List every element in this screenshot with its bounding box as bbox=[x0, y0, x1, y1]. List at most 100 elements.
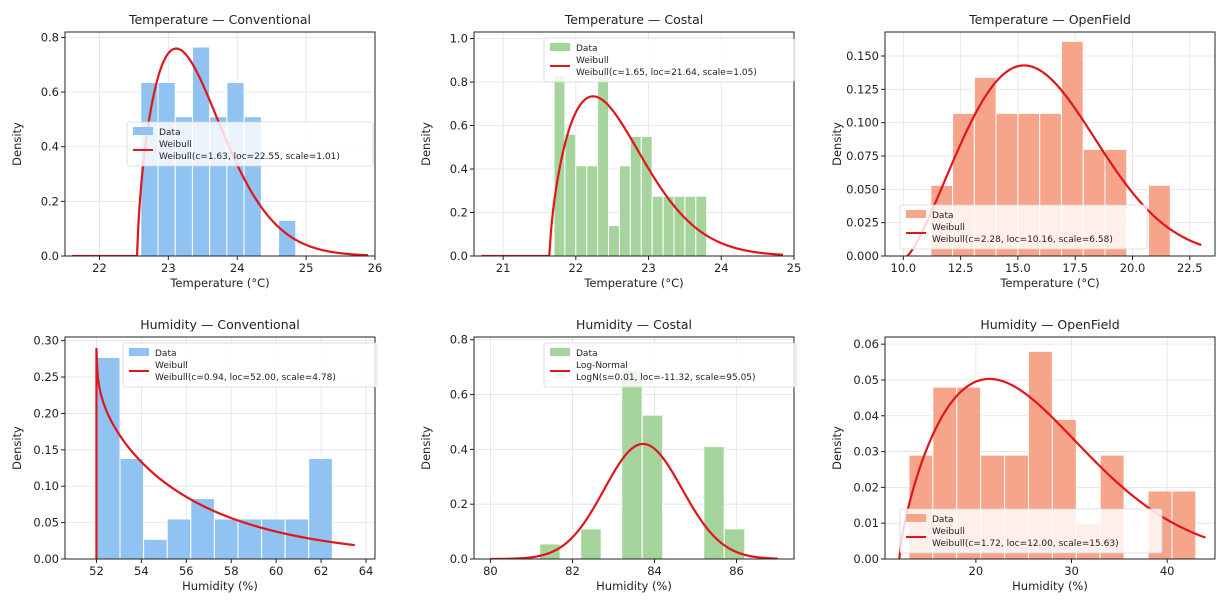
x-tick-label: 54 bbox=[134, 564, 149, 578]
legend-label-fit: Weibull bbox=[155, 361, 188, 371]
y-axis-label: Density bbox=[10, 426, 24, 470]
legend: Data Weibull Weibull(c=2.28, loc=10.16, sc… bbox=[899, 204, 1148, 250]
x-tick-label: 15.0 bbox=[1005, 261, 1031, 275]
y-tick-label: 0.00 bbox=[33, 552, 59, 566]
x-tick-label: 24 bbox=[714, 261, 729, 275]
y-tick-label: 0.000 bbox=[846, 249, 879, 263]
x-tick-label: 23 bbox=[641, 261, 656, 275]
chart-title: Humidity — Costal bbox=[576, 317, 692, 332]
y-tick-label: 0.4 bbox=[41, 140, 59, 154]
y-tick-label: 0.2 bbox=[450, 497, 468, 511]
y-tick-label: 0.025 bbox=[846, 216, 879, 230]
axes-frame bbox=[64, 31, 376, 257]
x-tick-label: 30 bbox=[1064, 564, 1079, 578]
legend-label-fit: Weibull bbox=[159, 140, 192, 150]
x-axis-label: Temperature (°C) bbox=[999, 276, 1099, 290]
x-axis-label: Humidity (%) bbox=[182, 579, 258, 593]
y-tick-label: 0.6 bbox=[41, 85, 59, 99]
x-tick-label: 56 bbox=[179, 564, 194, 578]
y-tick-label: 0.02 bbox=[853, 480, 879, 494]
y-tick-label: 0.01 bbox=[853, 516, 879, 530]
x-axis-label: Humidity (%) bbox=[596, 579, 672, 593]
y-tick-label: 0.075 bbox=[846, 149, 879, 163]
legend: Data Log-Normal LogN(s=0.01, loc=-11.32, s… bbox=[543, 342, 797, 388]
y-tick-label: 0.150 bbox=[846, 49, 879, 63]
legend-label-data: Data bbox=[159, 128, 181, 138]
y-tick-label: 0.8 bbox=[450, 333, 468, 347]
x-tick-label: 80 bbox=[483, 564, 498, 578]
x-axis-label: Temperature (°C) bbox=[169, 276, 269, 290]
x-axis-label: Humidity (%) bbox=[1012, 579, 1088, 593]
y-tick-label: 0.10 bbox=[33, 479, 59, 493]
fit-curve bbox=[906, 64, 1202, 256]
legend: Data Weibull Weibull(c=1.63, loc=22.55, sc… bbox=[126, 121, 374, 167]
x-tick-label: 82 bbox=[565, 564, 580, 578]
legend-label-fit-params: Weibull(c=1.72, loc=12.00, scale=15.63) bbox=[932, 539, 1119, 549]
x-tick-label: 40 bbox=[1160, 564, 1175, 578]
y-tick-label: 0.04 bbox=[853, 409, 879, 423]
y-tick-label: 0.8 bbox=[450, 75, 468, 89]
chart-title: Temperature — Costal bbox=[564, 12, 704, 27]
x-tick-label: 10.0 bbox=[891, 261, 917, 275]
y-tick-label: 0.0 bbox=[450, 249, 468, 263]
chart-title: Temperature — OpenField bbox=[968, 12, 1131, 27]
x-tick-label: 25 bbox=[299, 261, 314, 275]
fit-curve bbox=[95, 347, 355, 559]
y-tick-label: 0.00 bbox=[853, 552, 879, 566]
y-tick-label: 0.30 bbox=[33, 334, 59, 348]
legend-box bbox=[126, 121, 374, 167]
y-tick-label: 0.2 bbox=[41, 194, 59, 208]
y-tick-label: 0.125 bbox=[846, 82, 879, 96]
chart-title: Temperature — Conventional bbox=[128, 12, 311, 27]
x-tick-label: 22.5 bbox=[1177, 261, 1203, 275]
chart-title: Humidity — Conventional bbox=[140, 317, 300, 332]
legend-swatch-data bbox=[550, 43, 570, 51]
x-axis-label: Temperature (°C) bbox=[583, 276, 683, 290]
x-tick-label: 64 bbox=[359, 564, 374, 578]
y-tick-label: 0.20 bbox=[33, 406, 59, 420]
y-axis-label: Density bbox=[419, 426, 433, 470]
legend-label-fit: Weibull bbox=[932, 527, 965, 537]
legend-label-fit-params: Weibull(c=1.63, loc=22.55, scale=1.01) bbox=[159, 152, 340, 162]
legend-label-data: Data bbox=[576, 349, 598, 359]
legend-swatch-data bbox=[550, 348, 570, 356]
chart-title: Humidity — OpenField bbox=[980, 317, 1119, 332]
x-tick-label: 20.0 bbox=[1120, 261, 1146, 275]
legend-label-fit: Log-Normal bbox=[576, 361, 628, 371]
legend-label-fit-params: Weibull(c=1.65, loc=21.64, scale=1.05) bbox=[576, 68, 757, 78]
legend-label-fit-params: Weibull(c=0.94, loc=52.00, scale=4.78) bbox=[155, 373, 336, 383]
fit-curve bbox=[490, 442, 778, 559]
legend-swatch-data bbox=[129, 348, 149, 356]
x-tick-label: 84 bbox=[647, 564, 662, 578]
y-tick-label: 1.0 bbox=[450, 32, 468, 46]
x-tick-label: 17.5 bbox=[1062, 261, 1088, 275]
legend: Data Weibull Weibull(c=1.65, loc=21.64, sc… bbox=[543, 37, 795, 83]
legend-swatch-data bbox=[133, 127, 153, 135]
y-axis-label: Density bbox=[419, 122, 433, 166]
y-tick-label: 0.03 bbox=[853, 445, 879, 459]
y-axis-label: Density bbox=[10, 122, 24, 166]
axes-frame bbox=[64, 336, 376, 560]
legend-label-fit: Weibull bbox=[932, 223, 965, 233]
y-tick-label: 0.6 bbox=[450, 388, 468, 402]
x-tick-label: 23 bbox=[161, 261, 176, 275]
legend-label-data: Data bbox=[576, 44, 598, 54]
y-tick-label: 0.4 bbox=[450, 442, 468, 456]
y-tick-label: 0.06 bbox=[853, 337, 879, 351]
legend-box bbox=[122, 342, 378, 388]
legend-label-data: Data bbox=[932, 515, 954, 525]
x-tick-label: 24 bbox=[230, 261, 245, 275]
y-tick-label: 0.05 bbox=[33, 516, 59, 530]
legend-label-fit: Weibull bbox=[576, 56, 609, 66]
legend-box bbox=[899, 508, 1163, 554]
y-tick-label: 0.100 bbox=[846, 116, 879, 130]
axes-frame bbox=[884, 31, 1216, 257]
legend-label-data: Data bbox=[155, 349, 177, 359]
x-tick-label: 58 bbox=[224, 564, 239, 578]
y-tick-label: 0.2 bbox=[450, 206, 468, 220]
y-tick-label: 0.05 bbox=[853, 373, 879, 387]
